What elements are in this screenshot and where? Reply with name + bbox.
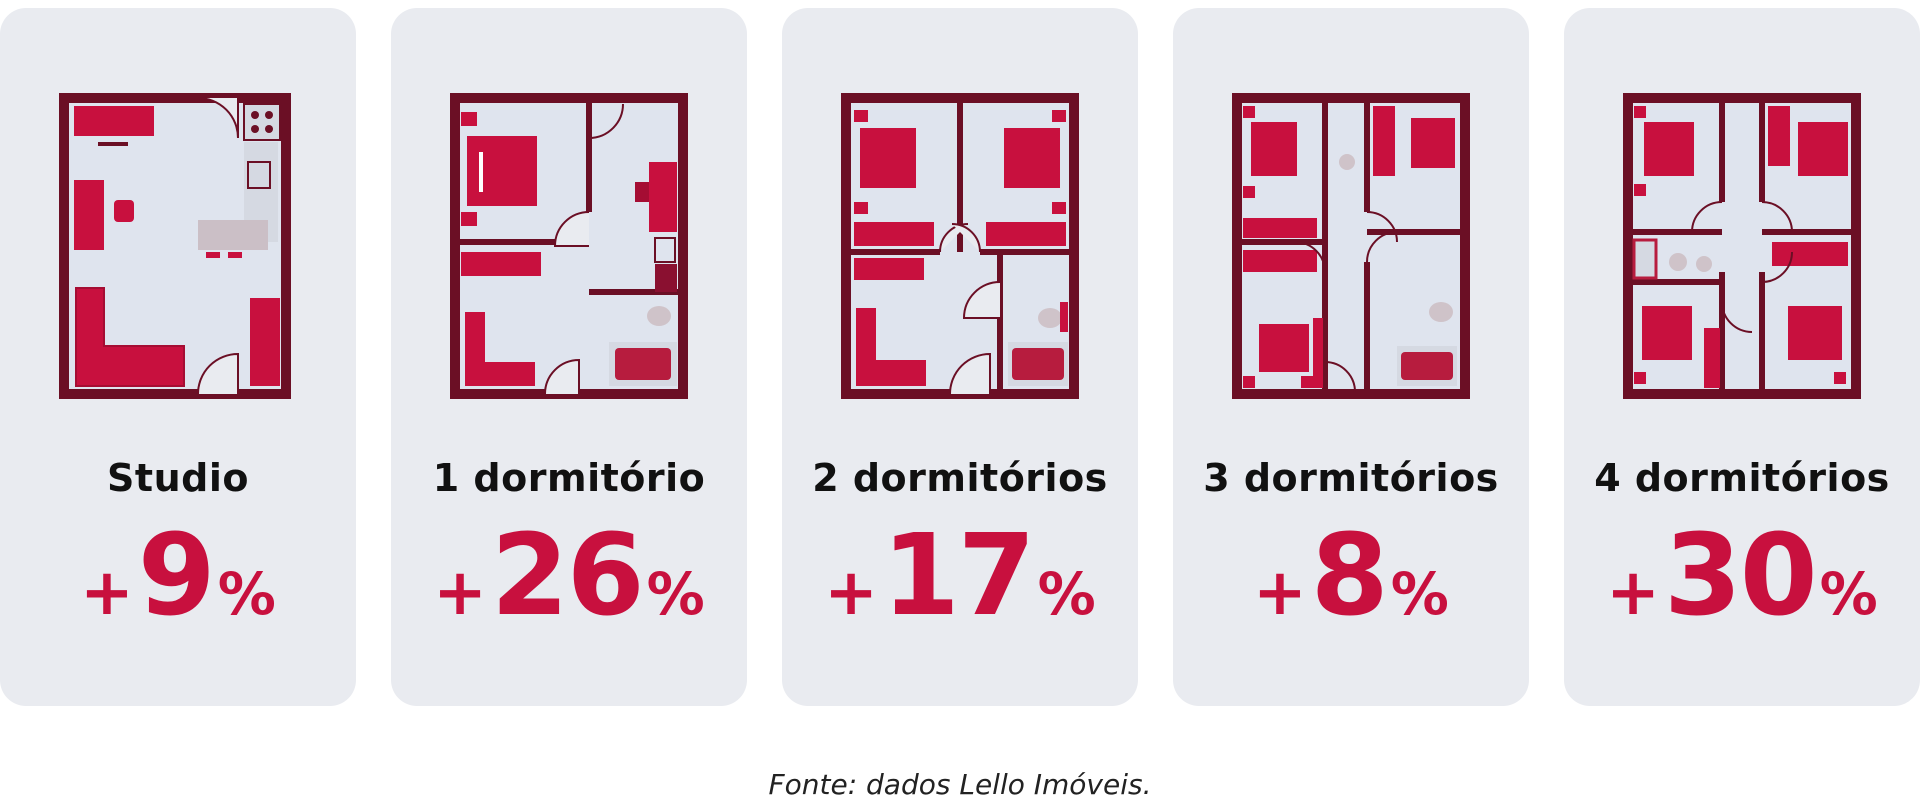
- source-caption: Fonte: dados Lello Imóveis.: [768, 768, 1152, 801]
- card-3-dormitorios: 3 dormitórios + 8 %: [1173, 8, 1529, 706]
- plus-sign: +: [1253, 556, 1307, 630]
- four-bedroom-floor-plan-icon: [1622, 92, 1862, 402]
- card-percentage: + 30 %: [1564, 520, 1920, 640]
- percent-sign: %: [1390, 560, 1449, 628]
- percent-sign: %: [1819, 560, 1878, 628]
- card-1-dormitorio: 1 dormitório + 26 %: [391, 8, 747, 706]
- percentage-number: 8: [1310, 511, 1389, 641]
- percentage-number: 17: [881, 511, 1036, 641]
- percent-sign: %: [1037, 560, 1096, 628]
- three-bedroom-floor-plan-icon: [1231, 92, 1471, 402]
- card-label: 2 dormitórios: [812, 456, 1108, 500]
- cards-row: Studio + 9 %: [0, 8, 1920, 706]
- two-bedroom-floor-plan-icon: [840, 92, 1080, 402]
- card-label: 1 dormitório: [432, 456, 706, 500]
- percentage-number: 9: [137, 511, 216, 641]
- studio-floor-plan-icon: [58, 92, 298, 402]
- card-percentage: + 9 %: [0, 520, 356, 640]
- card-4-dormitorios: 4 dormitórios + 30 %: [1564, 8, 1920, 706]
- card-percentage: + 26 %: [391, 520, 747, 640]
- percentage-number: 30: [1663, 511, 1818, 641]
- one-bedroom-floor-plan-icon: [449, 92, 689, 402]
- card-label: 4 dormitórios: [1594, 456, 1890, 500]
- card-percentage: + 8 %: [1173, 520, 1529, 640]
- percentage-number: 26: [490, 511, 645, 641]
- card-label: 3 dormitórios: [1203, 456, 1499, 500]
- card-2-dormitorios: 2 dormitórios + 17 %: [782, 8, 1138, 706]
- card-label: Studio: [107, 456, 249, 500]
- percent-sign: %: [217, 560, 276, 628]
- plus-sign: +: [433, 556, 487, 630]
- plus-sign: +: [80, 556, 134, 630]
- card-studio: Studio + 9 %: [0, 8, 356, 706]
- card-percentage: + 17 %: [782, 520, 1138, 640]
- percent-sign: %: [646, 560, 705, 628]
- plus-sign: +: [1606, 556, 1660, 630]
- plus-sign: +: [824, 556, 878, 630]
